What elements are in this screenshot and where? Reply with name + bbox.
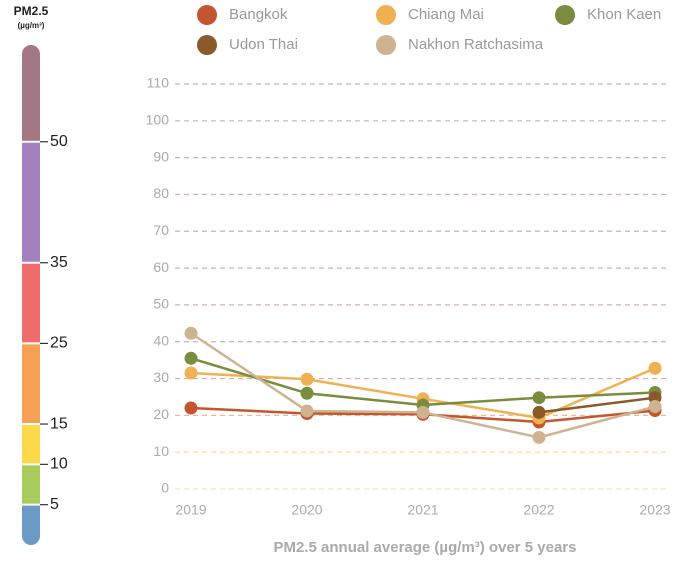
color-band (22, 45, 40, 142)
tick-label: 25 (50, 335, 68, 352)
series-line (538, 396, 656, 414)
legend-label: Nakhon Ratchasima (408, 36, 544, 53)
tick-label: 35 (50, 254, 68, 271)
legend-swatch (555, 5, 575, 25)
legend-label: Khon Kaen (587, 6, 661, 23)
x-tick-label: 2022 (523, 502, 554, 518)
data-point (648, 400, 662, 414)
color-band (22, 262, 40, 344)
legend-swatch (197, 5, 217, 25)
x-tick-label: 2019 (175, 502, 206, 518)
color-band (22, 424, 40, 465)
data-point (184, 366, 198, 380)
tick-label: 10 (50, 456, 68, 473)
tick-label: 15 (50, 415, 68, 432)
legend-swatch (376, 35, 396, 55)
y-tick-label: 110 (147, 75, 170, 91)
data-point (184, 326, 198, 340)
colorbar-subtitle: (µg/m³) (18, 21, 45, 30)
x-tick-label: 2023 (639, 502, 670, 518)
data-point (300, 404, 314, 418)
data-point (532, 405, 546, 419)
y-tick-label: 40 (153, 332, 169, 348)
data-point (648, 361, 662, 375)
legend-label: Chiang Mai (408, 6, 484, 23)
x-tick-label: 2021 (407, 502, 438, 518)
legend-swatch (197, 35, 217, 55)
legend-label: Bangkok (229, 6, 288, 23)
y-tick-label: 100 (146, 112, 170, 128)
y-tick-label: 80 (153, 185, 169, 201)
data-point (300, 372, 314, 386)
y-tick-label: 20 (153, 406, 169, 422)
tick-label: 50 (50, 133, 68, 150)
series-line (190, 332, 656, 439)
tick-label: 5 (50, 496, 59, 513)
y-tick-label: 10 (153, 443, 169, 459)
y-tick-label: 70 (153, 222, 169, 238)
legend-swatch (376, 5, 396, 25)
legend-label: Udon Thai (229, 36, 298, 53)
colorbar-title: PM2.5 (14, 4, 49, 18)
x-tick-label: 2020 (291, 502, 322, 518)
data-point (184, 401, 198, 415)
color-band (22, 464, 40, 505)
data-point (416, 405, 430, 419)
y-tick-label: 50 (153, 296, 169, 312)
data-point (300, 386, 314, 400)
x-axis-label: PM2.5 annual average (µg/m³) over 5 year… (274, 539, 577, 556)
y-tick-label: 60 (153, 259, 169, 275)
y-tick-label: 0 (161, 480, 169, 496)
y-tick-label: 30 (153, 369, 169, 385)
color-band (22, 141, 40, 263)
data-point (532, 391, 546, 405)
data-point (184, 351, 198, 365)
y-tick-label: 90 (153, 148, 169, 164)
color-band (22, 504, 40, 545)
color-band (22, 343, 40, 425)
data-point (532, 430, 546, 444)
